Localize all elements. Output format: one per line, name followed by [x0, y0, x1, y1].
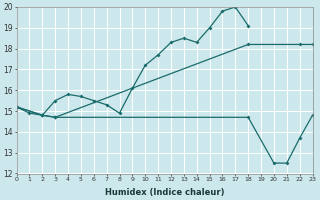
X-axis label: Humidex (Indice chaleur): Humidex (Indice chaleur)	[105, 188, 224, 197]
